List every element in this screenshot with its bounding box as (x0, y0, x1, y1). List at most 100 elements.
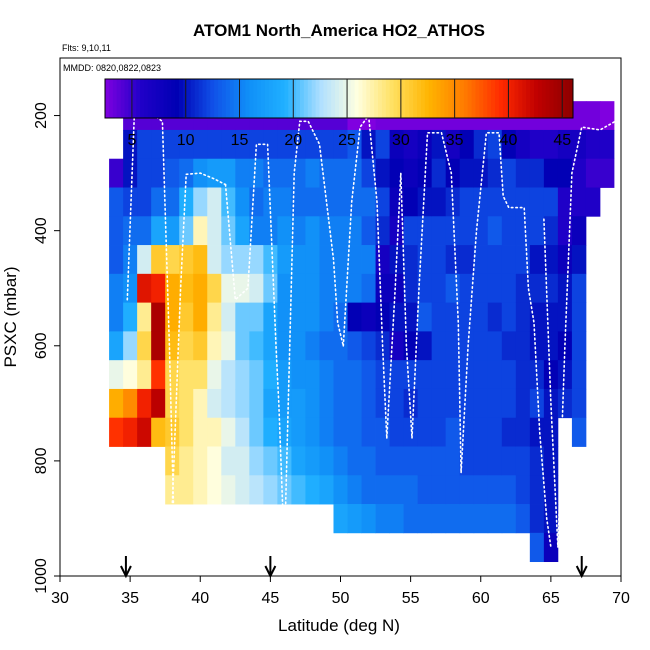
heatmap-cell (347, 302, 362, 332)
heatmap-cell (417, 331, 433, 361)
colorbar-frame (104, 78, 574, 119)
heatmap-cell (585, 187, 601, 217)
heatmap-cell (389, 475, 405, 505)
heatmap-cell (431, 446, 447, 476)
heatmap-cell (263, 245, 278, 275)
heatmap-cell (263, 475, 278, 505)
colorbar-segment (569, 79, 574, 118)
heatmap-cell (487, 273, 503, 304)
heatmap-cell (291, 187, 306, 217)
heatmap-cell (193, 216, 208, 246)
heatmap-cell (123, 158, 138, 188)
heatmap-cell (431, 187, 447, 217)
heatmap-cell (445, 504, 461, 534)
heatmap-cell (543, 129, 559, 160)
heatmap-cell (361, 129, 376, 160)
colorbar-segment (393, 79, 398, 118)
heatmap-cell (207, 129, 222, 160)
heatmap-cell (501, 388, 517, 419)
heatmap-cell (151, 388, 166, 419)
heatmap-cell (445, 158, 461, 188)
heatmap-cell (417, 187, 433, 217)
heatmap-cell (375, 302, 390, 332)
heatmap-cell (291, 129, 306, 160)
colorbar-segment (514, 79, 519, 118)
colorbar-segment (417, 79, 422, 118)
y-tick-label: 1000 (33, 558, 50, 594)
colorbar-segment (432, 79, 437, 118)
heatmap-cell (137, 273, 152, 304)
heatmap-cell (403, 504, 419, 534)
heatmap-cell (487, 504, 503, 534)
heatmap-cell (375, 273, 390, 304)
heatmap-cell (417, 273, 433, 304)
heatmap-cell (207, 302, 222, 332)
heatmap-cell (459, 158, 475, 188)
heatmap-cell (515, 158, 531, 188)
heatmap-cell (249, 216, 264, 246)
heatmap-cell (249, 475, 264, 505)
colorbar-segment (385, 79, 391, 118)
heatmap-cell (445, 187, 461, 217)
heatmap-cell (515, 446, 531, 476)
heatmap-cell (319, 245, 334, 275)
heatmap-cell (543, 417, 559, 447)
heatmap-cell (571, 302, 587, 332)
colorbar-segment (362, 79, 367, 118)
heatmap-cell (221, 360, 236, 390)
heatmap-cell (403, 129, 419, 160)
heatmap-cell (417, 446, 433, 476)
heatmap-cell (333, 446, 348, 476)
heatmap-cell (333, 216, 348, 246)
heatmap-cell (389, 360, 405, 390)
heatmap-cell (501, 245, 517, 275)
colorbar-segment (549, 79, 554, 118)
colorbar-segment (522, 79, 527, 118)
heatmap-cell (179, 417, 194, 447)
heatmap-cell (277, 245, 292, 275)
heatmap-cell (277, 158, 292, 188)
colorbar-segment (526, 79, 531, 118)
colorbar-segment (155, 79, 161, 118)
heatmap-cell (207, 273, 222, 304)
heatmap-cell (333, 273, 348, 304)
heatmap-cell (291, 360, 306, 390)
heatmap-cell (515, 331, 531, 361)
heatmap-cell (487, 417, 503, 447)
heatmap-cell (235, 475, 250, 505)
heatmap-cell (473, 446, 489, 476)
heatmap-cell (193, 273, 208, 304)
heatmap-cell (277, 216, 292, 246)
heatmap-cell (515, 388, 531, 419)
heatmap-cell (291, 302, 306, 332)
colorbar-segment (456, 79, 461, 118)
x-tick-label: 70 (612, 590, 630, 607)
heatmap-cell (235, 158, 250, 188)
heatmap-cell (249, 158, 264, 188)
heatmap-cell (319, 360, 334, 390)
heatmap-cell (291, 245, 306, 275)
heatmap-cell (417, 216, 433, 246)
colorbar-segment (300, 79, 305, 118)
heatmap-cell (431, 245, 447, 275)
heatmap-cell (235, 273, 250, 304)
heatmap-cell (417, 504, 433, 534)
colorbar-segment (198, 79, 203, 118)
heatmap-cell (403, 475, 419, 505)
heatmap-cell (333, 245, 348, 275)
colorbar-segment (350, 79, 356, 118)
heatmap-cell (375, 504, 390, 534)
heatmap-cell (417, 302, 433, 332)
heatmap-cell (333, 388, 348, 419)
heatmap-cell (319, 331, 334, 361)
colorbar: 5 10 15 20 25 30 35 40 45 (104, 78, 574, 149)
heatmap-cell (529, 158, 545, 188)
heatmap-cell (431, 504, 447, 534)
heatmap-cell (501, 504, 517, 534)
heatmap-cell (207, 245, 222, 275)
heatmap-cell (249, 360, 264, 390)
heatmap-cell (207, 158, 222, 188)
heatmap-cell (165, 129, 180, 160)
heatmap-cell (529, 446, 545, 476)
heatmap-cell (487, 475, 503, 505)
